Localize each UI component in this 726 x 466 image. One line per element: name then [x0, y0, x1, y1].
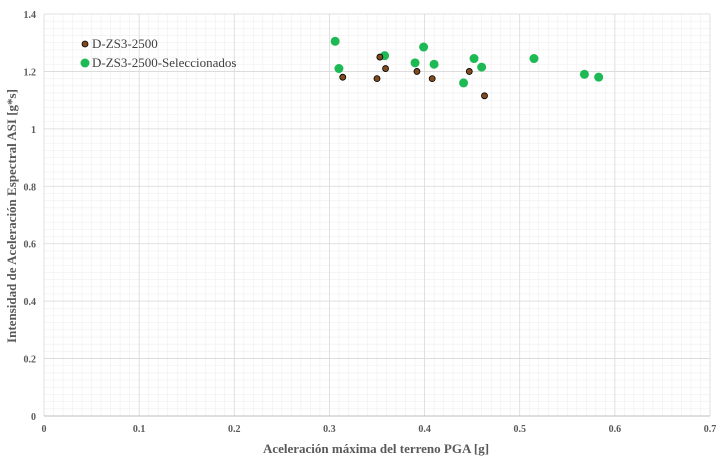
y-tick-label: 1.2: [24, 67, 37, 78]
x-tick-label: 0: [42, 424, 47, 435]
legend-label-d-zs3-2500-seleccionados: D-ZS3-2500-Seleccionados: [92, 55, 236, 70]
y-tick-label: 1.4: [24, 10, 37, 21]
data-point-d-zs3-2500: [382, 65, 389, 72]
legend-marker-d-zs3-2500-seleccionados: [80, 58, 90, 68]
data-point-d-zs3-2500-seleccionados: [429, 59, 439, 69]
minor-gridlines: [44, 14, 710, 416]
data-point-d-zs3-2500-seleccionados: [330, 36, 340, 46]
y-tick-label: 0.2: [24, 355, 37, 366]
data-point-d-zs3-2500-seleccionados: [477, 62, 487, 72]
data-point-d-zs3-2500-seleccionados: [419, 42, 429, 52]
data-point-d-zs3-2500: [428, 75, 436, 83]
data-point-d-zs3-2500: [339, 73, 347, 81]
y-tick-label: 0: [31, 412, 36, 423]
data-point-d-zs3-2500-seleccionados: [594, 72, 604, 82]
data-point-d-zs3-2500: [373, 75, 381, 83]
major-gridlines: [43, 13, 711, 417]
legend-marker-d-zs3-2500: [81, 40, 89, 48]
data-point-d-zs3-2500-seleccionados: [579, 69, 589, 79]
x-tick-label: 0.6: [609, 424, 622, 435]
x-axis-title: Aceleración máxima del terreno PGA [g]: [263, 441, 489, 456]
data-point-d-zs3-2500: [465, 68, 473, 75]
legend: D-ZS3-2500 D-ZS3-2500-Seleccionados: [80, 36, 236, 70]
x-axis-tick-labels: 0 0.1 0.2 0.3 0.4 0.5 0.6 0.7: [42, 424, 717, 435]
y-tick-label: 1: [31, 125, 36, 136]
data-point-d-zs3-2500-seleccionados: [469, 54, 479, 64]
data-point-d-zs3-2500-seleccionados: [410, 58, 420, 68]
legend-label-d-zs3-2500: D-ZS3-2500: [92, 36, 158, 51]
data-point-d-zs3-2500-seleccionados: [529, 54, 539, 64]
y-tick-label: 0.8: [24, 182, 37, 193]
data-point-d-zs3-2500-seleccionados: [334, 64, 344, 74]
data-point-d-zs3-2500: [413, 68, 421, 75]
data-point-d-zs3-2500: [481, 92, 488, 100]
x-tick-label: 0.4: [418, 424, 431, 435]
data-point-d-zs3-2500: [376, 53, 384, 61]
x-tick-label: 0.2: [228, 424, 241, 435]
x-tick-label: 0.3: [323, 424, 336, 435]
y-axis-title: Intensidad de Aceleración Espectral ASI …: [4, 89, 19, 343]
data-points: [330, 36, 604, 100]
x-tick-label: 0.1: [133, 424, 146, 435]
y-axis-tick-labels: 0 0.2 0.4 0.6 0.8 1 1.2 1.4: [24, 10, 37, 423]
data-point-d-zs3-2500-seleccionados: [459, 78, 469, 88]
y-tick-label: 0.4: [24, 297, 37, 308]
x-tick-label: 0.5: [513, 424, 526, 435]
x-tick-label: 0.7: [704, 424, 717, 435]
y-tick-label: 0.6: [24, 240, 37, 251]
